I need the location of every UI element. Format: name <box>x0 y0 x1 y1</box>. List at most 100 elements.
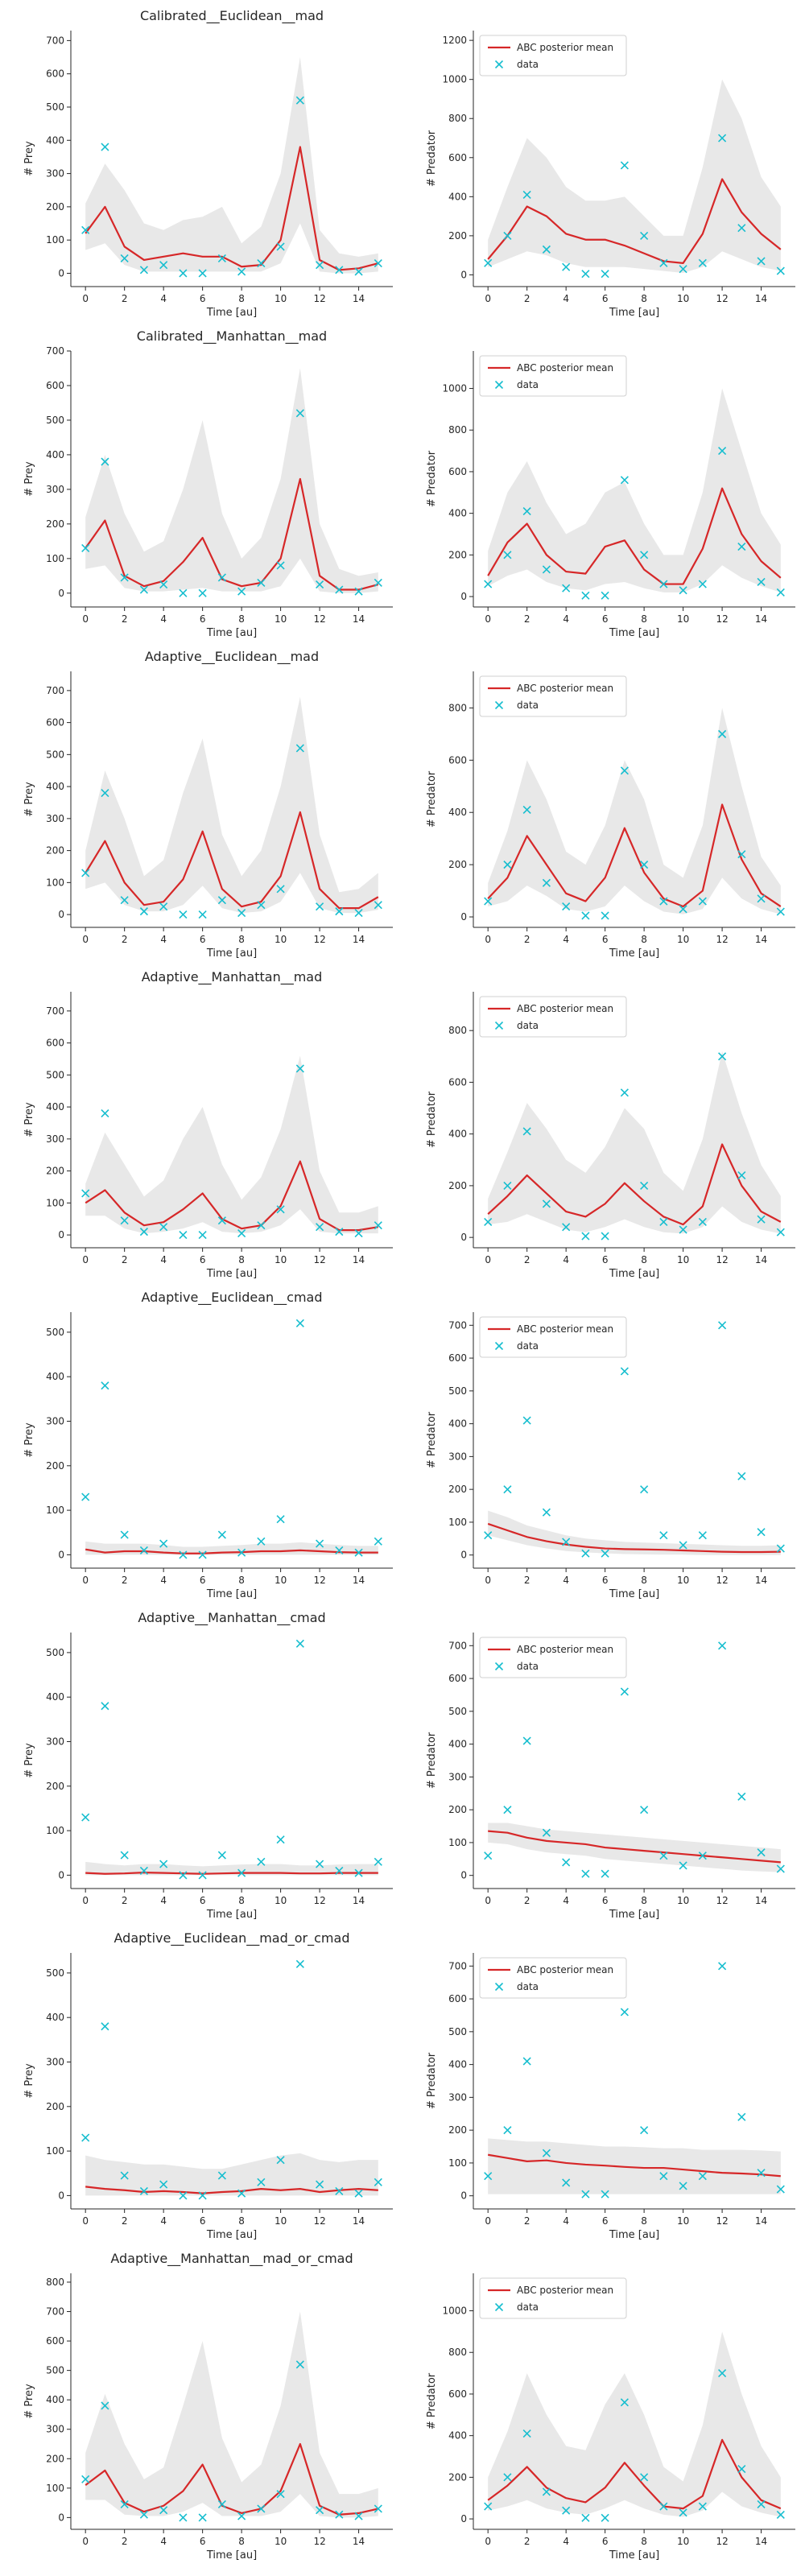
y-tick-label: 1200 <box>442 35 467 46</box>
x-tick-label: 14 <box>353 2215 365 2227</box>
data-point-stroke-b <box>237 587 246 596</box>
y-tick-label: 400 <box>46 2394 64 2405</box>
chart-panel-12: 0 100 200 300 400 500 600 700 0 2 4 6 8 10 12 14 Time [a… <box>426 1633 795 1921</box>
x-tick-label: 0 <box>82 1575 89 1586</box>
data-point <box>757 894 766 903</box>
data-point <box>237 909 246 918</box>
data-point <box>101 1108 109 1118</box>
chart-panel-2: 0 200 400 600 800 1000 1200 0 2 4 6 8 10 12 14 Time [au… <box>426 31 795 319</box>
y-tick-label: 400 <box>46 134 64 146</box>
data-point-stroke-b <box>81 543 90 553</box>
data-point-stroke-b <box>217 1216 226 1225</box>
data-point <box>179 269 188 278</box>
y-tick-label: 0 <box>460 2190 467 2202</box>
data-point <box>335 907 344 916</box>
data-point <box>484 2502 493 2511</box>
data-point-stroke-b <box>659 1217 668 1226</box>
posterior-mean-line <box>487 487 782 585</box>
data-point-stroke-b <box>276 561 285 570</box>
y-tick-label: 700 <box>46 685 64 696</box>
data-point <box>522 2429 531 2438</box>
y-tick-label: 200 <box>448 1804 467 1815</box>
data-point-stroke-b <box>679 1861 687 1870</box>
data-point <box>659 1852 668 1860</box>
data-point-stroke-b <box>354 1548 363 1557</box>
y-tick-label: 600 <box>46 68 64 80</box>
legend-data-label: data <box>517 59 539 70</box>
data-point <box>620 1088 629 1097</box>
data-point-stroke-b <box>659 2172 668 2181</box>
data-point <box>354 267 363 276</box>
x-tick-label: 10 <box>275 1895 287 1906</box>
y-axis-label: # Predator <box>426 2372 438 2429</box>
data-point <box>237 2189 246 2198</box>
data-point-stroke-b <box>737 1792 746 1801</box>
x-tick-label: 4 <box>563 934 569 945</box>
data-point-stroke-b <box>679 2508 687 2517</box>
legend-data-label: data <box>517 1340 539 1352</box>
data-point-stroke-b <box>757 1848 766 1857</box>
y-tick-label: 0 <box>58 1869 64 1880</box>
data-point-stroke-b <box>101 2022 109 2031</box>
data-point <box>120 896 129 905</box>
data-point <box>620 1687 629 1696</box>
data-point-stroke-b <box>601 591 609 600</box>
data-point-stroke-b <box>81 1189 90 1198</box>
data-point <box>601 1549 609 1558</box>
data-point <box>295 1319 304 1327</box>
data-point-stroke-b <box>503 231 512 240</box>
legend-mean-label: ABC posterior mean <box>517 683 613 694</box>
data-point-stroke-b <box>698 258 707 267</box>
x-tick-label: 12 <box>313 293 325 304</box>
data-point-stroke-b <box>354 267 363 276</box>
data-point-stroke-b <box>159 1223 168 1232</box>
y-axis-label: # Predator <box>426 1091 438 1148</box>
data-point <box>139 1228 148 1236</box>
x-axis-label: Time [au] <box>206 1268 257 1280</box>
data-point <box>276 242 285 251</box>
data-point <box>295 744 304 753</box>
data-point-stroke-b <box>374 2178 382 2186</box>
data-point-stroke-b <box>620 161 629 170</box>
x-tick-label: 12 <box>716 1895 728 1906</box>
data-point <box>542 1508 551 1517</box>
data-point-stroke-b <box>620 2008 629 2017</box>
data-point-stroke-b <box>562 2506 571 2515</box>
data-point-stroke-b <box>295 1064 304 1073</box>
data-point-stroke-b <box>737 2112 746 2121</box>
chart-panel-3: 0 100 200 300 400 500 600 700 0 2 4 6 8 10 12 14 Time [a… <box>23 328 393 639</box>
data-point-stroke-b <box>542 2149 551 2157</box>
x-tick-label: 6 <box>602 1575 609 1586</box>
y-tick-label: 500 <box>46 101 64 113</box>
data-point-stroke-b <box>679 265 687 274</box>
data-point <box>581 270 590 279</box>
x-tick-label: 2 <box>122 1895 128 1906</box>
data-point-stroke-b <box>81 2475 90 2483</box>
x-tick-label: 6 <box>200 2536 206 2547</box>
data-point <box>198 1231 207 1240</box>
chart-legend: ABC posterior mean data <box>479 2277 627 2319</box>
data-point <box>276 2156 285 2165</box>
y-axis-label: # Prey <box>23 2384 35 2419</box>
y-tick-label: 600 <box>46 380 64 391</box>
y-tick-label: 800 <box>46 2277 64 2288</box>
data-point <box>562 1538 571 1546</box>
data-point-stroke-b <box>120 254 129 262</box>
posterior-mean-line <box>85 1871 378 1875</box>
data-point-stroke-b <box>484 1217 493 1226</box>
data-point-stroke-b <box>601 2513 609 2522</box>
data-point <box>335 585 344 594</box>
y-tick-label: 0 <box>58 2190 64 2201</box>
x-tick-label: 4 <box>563 613 569 625</box>
data-point <box>257 578 266 587</box>
data-point-stroke-b <box>374 1537 382 1546</box>
data-point-stroke-b <box>257 1221 266 1230</box>
y-axis-label: # Predator <box>426 1732 438 1789</box>
legend-data-label: data <box>517 379 539 390</box>
data-point-stroke-b <box>257 2178 266 2186</box>
data-point <box>374 259 382 268</box>
chart-panel-4: 0 200 400 600 800 1000 0 2 4 6 8 10 12 14 Time [au] # P… <box>426 351 795 639</box>
data-point-stroke-b <box>679 1225 687 1234</box>
y-tick-label: 0 <box>460 1232 467 1243</box>
data-point-stroke-b <box>679 2182 687 2190</box>
